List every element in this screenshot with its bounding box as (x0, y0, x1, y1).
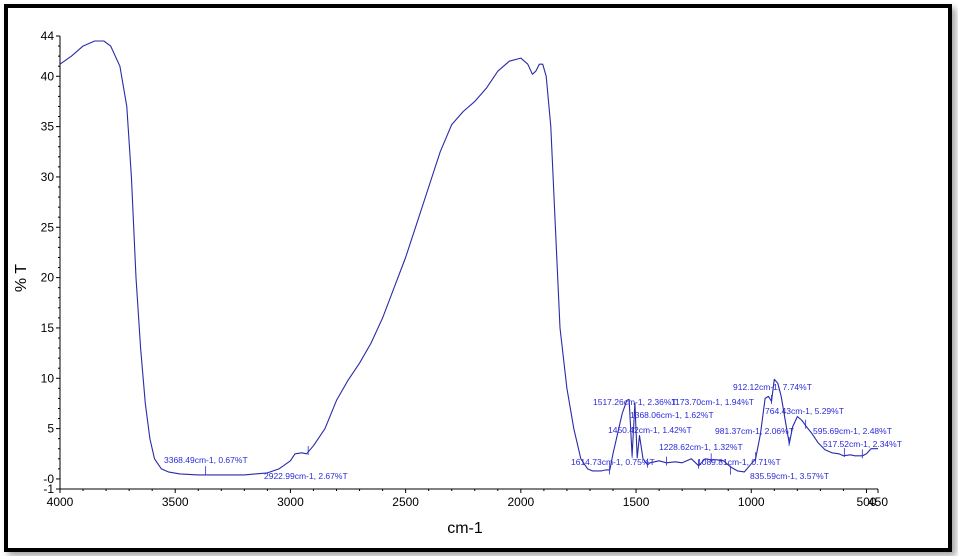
peak-label: 2922.99cm-1, 2.67%T (264, 471, 348, 481)
series-layer (59, 40, 878, 476)
y-tick-label: 44 (41, 29, 55, 43)
chart-frame (4, 4, 952, 552)
x-tick-label: 2000 (507, 495, 534, 509)
peak-label: 764.43cm-1, 5.29%T (765, 406, 844, 416)
peak-label: 1368.06cm-1, 1.62%T (630, 410, 714, 420)
peak-label: 595.69cm-1, 2.48%T (813, 426, 892, 436)
peak-labels: 3368.49cm-1, 0.67%T 2922.99cm-1, 2.67%T 15… (164, 382, 902, 481)
y-tick-label: 20 (41, 271, 55, 285)
axes (59, 36, 878, 490)
spectrum-line (59, 40, 878, 476)
peak-label: 1173.70cm-1, 1.94%T (671, 397, 754, 407)
y-tick-label: 10 (41, 371, 55, 385)
y-tick-label: 30 (41, 170, 55, 184)
y-tick-label: 25 (41, 220, 55, 234)
x-tick-label: 3500 (162, 495, 189, 509)
peak-label: 835.59cm-1, 3.57%T (750, 471, 829, 481)
x-tick-label: 3000 (277, 495, 304, 509)
y-tick-label: 35 (41, 120, 55, 134)
x-tick-label: 450 (868, 495, 888, 509)
y-tick-label: 15 (41, 321, 55, 335)
x-tick-label: 500 (856, 495, 876, 509)
peak-label: 1517.26cm-1, 2.36%T (593, 397, 677, 407)
peak-label: 1450.42cm-1, 1.42%T (608, 425, 692, 435)
x-tick-label: 4000 (47, 495, 74, 509)
peak-label: 3368.49cm-1, 0.67%T (164, 455, 248, 465)
peak-label: 517.52cm-1, 2.34%T (823, 439, 902, 449)
peak-label: 1614.73cm-1, 0.75%T (571, 457, 655, 467)
x-axis-title: cm-1 (447, 520, 483, 537)
peak-markers (205, 395, 863, 476)
peak-label: 1228.62cm-1, 1.32%T (659, 442, 743, 452)
y-tick-label: -0 (43, 472, 54, 486)
y-tick-label: 5 (47, 422, 54, 436)
peak-label: 1089.81cm-1, 0.71%T (697, 457, 781, 467)
y-tick-label: 40 (41, 69, 55, 83)
peak-label: 912.12cm-1, 7.74%T (733, 382, 812, 392)
x-tick-label: 1500 (623, 495, 650, 509)
y-tick-label: -1 (43, 482, 54, 496)
x-tick-label: 1000 (738, 495, 765, 509)
y-axis-title: % T (13, 264, 30, 292)
x-tick-label: 2500 (392, 495, 419, 509)
peak-label: 981.37cm-1, 2.06%T (715, 426, 794, 436)
